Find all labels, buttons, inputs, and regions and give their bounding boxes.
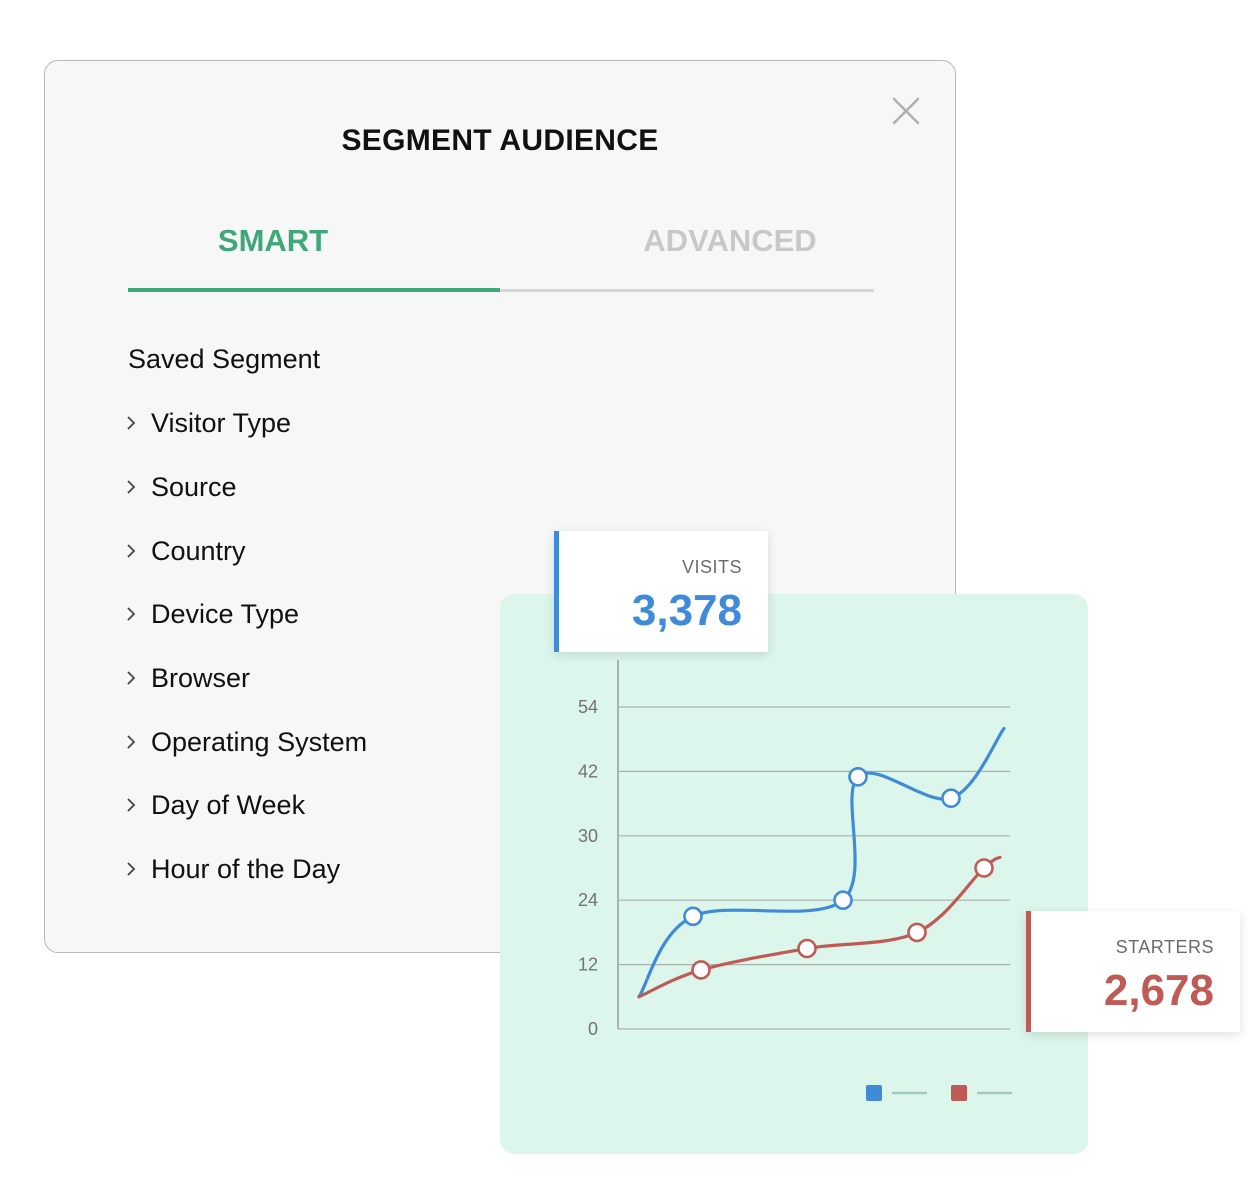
y-tick-label: 54 bbox=[578, 697, 598, 717]
close-icon[interactable] bbox=[890, 95, 922, 127]
y-tick-label: 42 bbox=[578, 761, 598, 781]
starters-label: STARTERS bbox=[1115, 937, 1214, 957]
menu-item-visitor-type[interactable]: Visitor Type bbox=[120, 401, 291, 445]
chart-card: 0 12 24 30 42 54 bbox=[500, 594, 1088, 1154]
visits-data-point bbox=[833, 890, 853, 911]
starters-data-point bbox=[691, 960, 711, 980]
dialog-title: SEGMENT AUDIENCE bbox=[341, 124, 659, 157]
chevron-right-icon bbox=[127, 862, 136, 876]
menu-item-device-type[interactable]: Device Type bbox=[120, 592, 299, 636]
menu-item-label: Visitor Type bbox=[151, 407, 292, 438]
visits-series-line bbox=[637, 726, 1006, 999]
chevron-right-icon bbox=[127, 544, 136, 558]
legend-swatch-starters bbox=[951, 1085, 967, 1101]
y-tick-label: 30 bbox=[578, 826, 598, 846]
menu-item-label: Operating System bbox=[151, 726, 368, 757]
menu-item-country[interactable]: Country bbox=[120, 529, 246, 573]
tab-smart[interactable]: SMART bbox=[217, 223, 329, 258]
y-tick-label: 0 bbox=[588, 1019, 598, 1039]
menu-item-label: Hour of the Day bbox=[151, 853, 341, 884]
tab-track bbox=[128, 289, 874, 292]
visits-data-point bbox=[941, 788, 961, 809]
starters-data-point bbox=[974, 858, 994, 878]
menu-item-label: Device Type bbox=[151, 598, 300, 629]
menu-item-label: Day of Week bbox=[151, 789, 306, 820]
legend-swatch-visits bbox=[866, 1085, 882, 1101]
menu-item-browser[interactable]: Browser bbox=[120, 656, 250, 700]
visits-data-point bbox=[848, 766, 868, 787]
menu-item-source[interactable]: Source bbox=[120, 465, 237, 509]
chevron-right-icon bbox=[127, 671, 136, 685]
menu-item-day-of-week[interactable]: Day of Week bbox=[120, 783, 305, 827]
starters-stat-card: STARTERS 2,678 bbox=[1026, 911, 1240, 1032]
chevron-right-icon bbox=[127, 480, 136, 494]
tab-advanced[interactable]: ADVANCED bbox=[643, 223, 817, 258]
menu-item-operating-system[interactable]: Operating System bbox=[120, 720, 367, 764]
visits-stat-card: VISITS 3,378 bbox=[554, 531, 768, 652]
starters-data-point bbox=[907, 922, 927, 943]
y-tick-label: 12 bbox=[578, 955, 598, 975]
line-chart: 0 12 24 30 42 54 bbox=[578, 660, 1012, 1101]
chevron-right-icon bbox=[127, 416, 136, 430]
menu-item-label: Source bbox=[151, 471, 237, 502]
menu-item-label: Country bbox=[151, 535, 246, 566]
y-tick-label: 24 bbox=[578, 890, 598, 910]
starters-value: 2,678 bbox=[1103, 966, 1214, 1015]
visits-label: VISITS bbox=[681, 557, 742, 577]
starters-series-line bbox=[637, 855, 1002, 999]
chevron-right-icon bbox=[127, 607, 136, 621]
visits-value: 3,378 bbox=[631, 586, 742, 635]
chevron-right-icon bbox=[127, 735, 136, 749]
chevron-right-icon bbox=[127, 798, 136, 812]
menu-item-hour-of-the-day[interactable]: Hour of the Day bbox=[120, 847, 340, 891]
tab-active-indicator bbox=[128, 288, 500, 292]
menu-item-label: Browser bbox=[151, 662, 251, 693]
starters-data-point bbox=[797, 938, 817, 959]
saved-segment-heading: Saved Segment bbox=[128, 344, 321, 374]
visits-data-point bbox=[683, 906, 703, 927]
